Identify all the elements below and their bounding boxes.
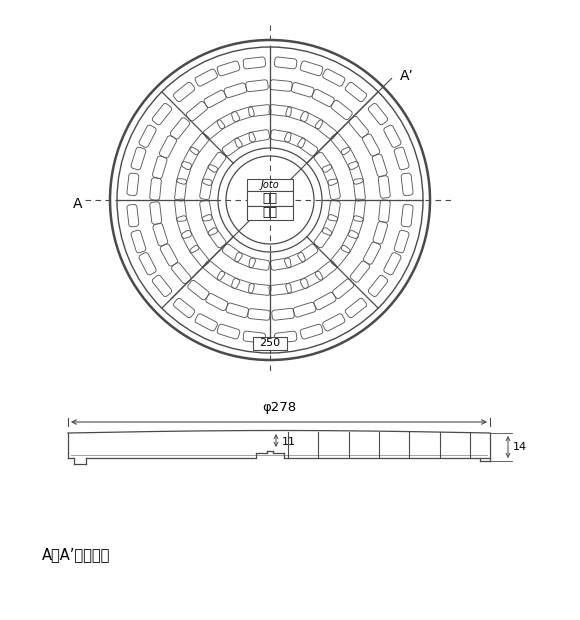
FancyBboxPatch shape [247,179,293,190]
Text: A－A’　断面図: A－A’ 断面図 [42,547,110,562]
Text: A: A [72,197,82,211]
Text: 耗圧: 耗圧 [263,206,277,219]
Text: 250: 250 [259,339,281,348]
Text: 14: 14 [513,442,527,452]
FancyBboxPatch shape [247,190,293,205]
Text: Joto: Joto [260,180,280,190]
Text: φ278: φ278 [262,401,296,414]
FancyBboxPatch shape [253,337,287,350]
FancyBboxPatch shape [247,205,293,219]
Text: 11: 11 [282,437,296,447]
Text: A’: A’ [400,69,414,83]
Text: 雨水: 雨水 [263,192,277,205]
